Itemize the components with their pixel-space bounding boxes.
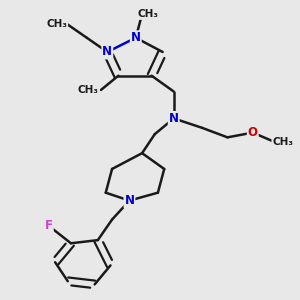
Text: N: N (131, 31, 141, 44)
Text: CH₃: CH₃ (138, 9, 159, 19)
Text: O: O (248, 126, 258, 139)
Text: CH₃: CH₃ (78, 85, 99, 95)
Text: CH₃: CH₃ (46, 19, 67, 28)
Text: N: N (102, 46, 112, 59)
Text: CH₃: CH₃ (272, 137, 293, 147)
Text: N: N (169, 112, 179, 125)
Text: N: N (124, 194, 134, 207)
Text: F: F (45, 219, 53, 232)
